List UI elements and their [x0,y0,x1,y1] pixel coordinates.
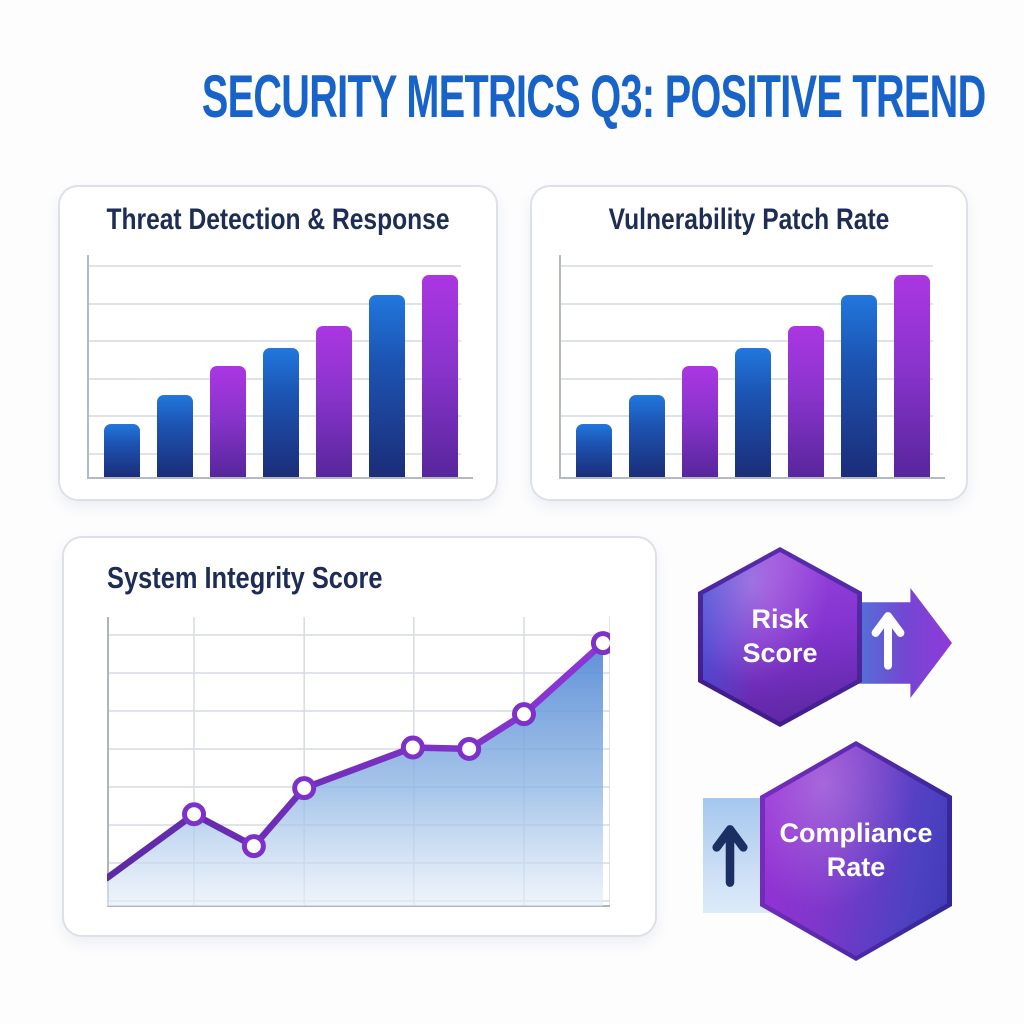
bar-1 [576,424,612,477]
bar-7 [894,275,930,477]
data-point-marker [292,776,317,801]
bar-1 [104,424,140,477]
chart-title-threat-detection: Threat Detection & Response [106,203,450,236]
data-point-marker [511,702,536,727]
bar-4 [735,348,771,477]
up-arrow-icon [871,612,905,670]
gridline [561,340,933,342]
bar-2 [629,395,665,477]
data-point-marker [241,834,266,859]
card-vulnerability-patch-rate: Vulnerability Patch Rate [530,185,968,501]
data-point-marker [457,736,482,761]
area-fill [107,643,603,906]
bar-3 [210,366,246,477]
chart-title-vulnerability-patch: Vulnerability Patch Rate [608,203,890,236]
bar-5 [316,326,352,477]
card-threat-detection-response: Threat Detection & Response [58,185,498,501]
bars-group [104,255,458,477]
bar-5 [788,326,824,477]
gridline [89,340,461,342]
chart-title-system-integrity: System Integrity Score [107,560,383,595]
line-chart-system-integrity [107,617,610,907]
page-title: SECURITY METRICS Q3: POSITIVE TREND [0,62,1024,131]
up-arrow-icon [712,825,748,887]
bar-6 [841,295,877,477]
compliance-rate-label: Compliance Rate [779,818,933,882]
bars-group [576,255,930,477]
bar-4 [263,348,299,477]
gridline [89,302,461,305]
bar-2 [157,395,193,477]
page-title-text: SECURITY METRICS Q3: POSITIVE TREND [201,63,986,130]
bar-chart-threat-detection [87,255,473,479]
gridline [561,265,933,267]
bar-6 [369,295,405,477]
badge-compliance-rate: Compliance Rate [695,738,985,968]
data-point-marker [590,631,610,656]
bar-7 [422,275,458,477]
badge-risk-score: Risk Score [690,543,975,738]
data-point-marker [400,735,425,760]
data-point-marker [182,802,207,827]
risk-score-label: Risk Score [742,604,818,668]
bar-3 [682,366,718,477]
gridline [89,265,461,267]
card-system-integrity-score: System Integrity Score [62,536,657,937]
bar-chart-vulnerability-patch [559,255,945,479]
gridline [561,302,933,305]
